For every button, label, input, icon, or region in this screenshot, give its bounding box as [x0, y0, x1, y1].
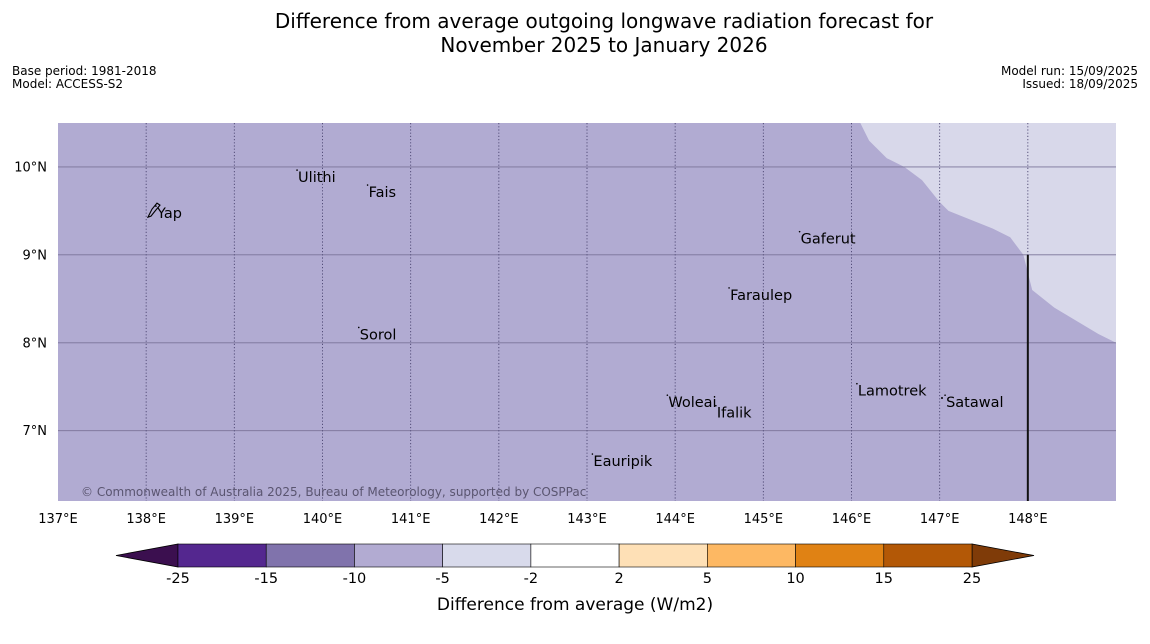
lon-tick-label: 138°E	[126, 512, 166, 527]
colorbar-tick-label: 25	[963, 571, 981, 587]
colorbar-tick-label: 5	[703, 571, 712, 587]
island-marker	[728, 287, 730, 289]
colorbar-bin	[177, 543, 267, 568]
place-label: Satawal	[946, 395, 1003, 411]
colorbar-tick-label: -25	[166, 571, 190, 587]
chart-title-line2: November 2025 to January 2026	[440, 33, 768, 57]
lon-tick-label: 145°E	[744, 512, 784, 527]
lat-tick-label: 7°N	[23, 424, 48, 439]
copyright-text: © Commonwealth of Australia 2025, Bureau…	[81, 485, 586, 499]
colorbar-tick-label: -15	[254, 571, 278, 587]
colorbar-bin	[354, 543, 443, 568]
island-marker	[798, 230, 801, 233]
model-run-text: Model run: 15/09/2025	[1000, 64, 1138, 78]
issued-text: Issued: 18/09/2025	[1022, 77, 1138, 91]
island-marker	[856, 382, 858, 385]
colorbar-tick-label: 10	[786, 571, 804, 587]
lon-tick-label: 141°E	[391, 512, 431, 527]
colorbar-bin	[442, 543, 532, 568]
colorbar-bin	[618, 543, 708, 568]
island-marker	[944, 394, 946, 396]
lat-tick-label: 9°N	[23, 248, 48, 263]
lon-tick-label: 144°E	[655, 512, 695, 527]
near-normal-region	[860, 123, 1116, 343]
meta-left: Base period: 1981-2018 Model: ACCESS-S2	[12, 65, 157, 91]
island-marker	[357, 326, 360, 329]
lon-tick-label: 140°E	[303, 512, 343, 527]
base-period-text: Base period: 1981-2018	[12, 64, 157, 78]
lon-tick-label: 147°E	[920, 512, 960, 527]
place-label: Yap	[156, 206, 182, 222]
lon-tick-label: 143°E	[567, 512, 607, 527]
island-marker	[941, 397, 943, 399]
place-label: Ulithi	[298, 170, 336, 186]
island-marker	[591, 453, 594, 455]
place-label: Eauripik	[593, 454, 652, 470]
yap-island-outline	[146, 202, 161, 219]
place-label: Faraulep	[730, 288, 792, 304]
place-label: Ifalik	[717, 406, 752, 422]
place-label: Gaferut	[801, 232, 856, 248]
place-label: Woleai	[668, 395, 716, 411]
island-marker	[715, 404, 717, 407]
lon-tick-label: 148°E	[1008, 512, 1048, 527]
lon-tick-label: 137°E	[38, 512, 78, 527]
island-marker	[366, 184, 369, 186]
lon-tick-label: 139°E	[215, 512, 255, 527]
chart-title: Difference from average outgoing longwav…	[0, 9, 1150, 57]
colorbar-label: Difference from average (W/m2)	[437, 595, 713, 615]
colorbar-bin	[530, 543, 620, 568]
colorbar-tick-label: -2	[524, 571, 538, 587]
colorbar-bin	[265, 543, 355, 568]
colorbar-bin	[883, 543, 973, 568]
island-marker	[666, 394, 669, 396]
meta-right: Model run: 15/09/2025 Issued: 18/09/2025	[1001, 65, 1138, 91]
colorbar-tick-label: -5	[435, 571, 449, 587]
place-label: Fais	[369, 185, 396, 201]
lon-tick-label: 142°E	[479, 512, 519, 527]
island-marker	[296, 169, 298, 171]
chart-title-line1: Difference from average outgoing longwav…	[274, 9, 934, 33]
colorbar-extend-high	[971, 543, 1035, 568]
lon-tick-label: 146°E	[832, 512, 872, 527]
model-text: Model: ACCESS-S2	[12, 77, 124, 91]
colorbar-extend-low	[115, 543, 179, 568]
lat-tick-label: 8°N	[23, 336, 48, 351]
lat-tick-label: 10°N	[14, 160, 47, 175]
place-label: Lamotrek	[858, 384, 927, 400]
colorbar-bin	[795, 543, 885, 568]
colorbar-tick-label: -10	[343, 571, 367, 587]
colorbar-tick-label: 2	[614, 571, 623, 587]
place-label: Sorol	[360, 327, 397, 343]
map-layer: 10°N 9°N 8°N 7°N 137°E 138°E 139°E 140°E 141°E 14…	[14, 123, 1116, 527]
colorbar-bin	[707, 543, 796, 568]
island-marker	[155, 205, 157, 207]
colorbar-tick-label: 15	[875, 571, 893, 587]
